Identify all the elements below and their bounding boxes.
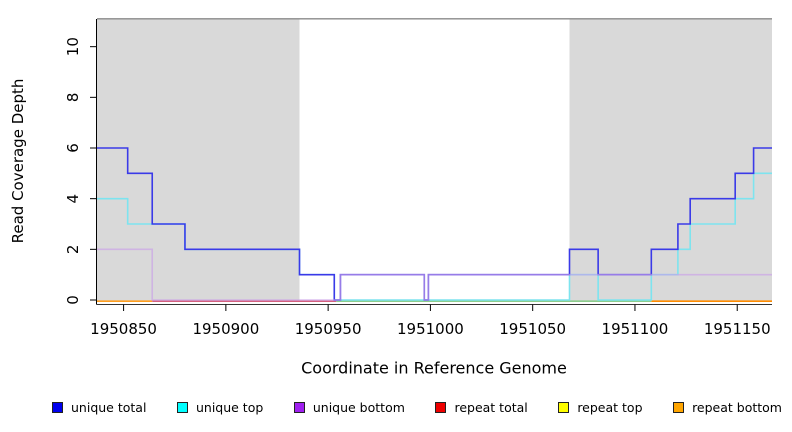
- legend-swatch-repeat-top: [558, 401, 570, 413]
- y-tick-label: 4: [64, 194, 82, 204]
- legend-swatch-repeat-total: [435, 401, 447, 413]
- y-tick-label: 8: [64, 93, 82, 103]
- shaded-repeat-region: [569, 19, 772, 301]
- legend-swatch-repeat-bottom: [673, 401, 685, 413]
- x-tick-label: 1951000: [397, 320, 464, 338]
- step-line-unique-bottom: [97, 248, 772, 301]
- legend-item-unique-bottom: unique bottom: [293, 399, 405, 415]
- legend-swatch-unique-top: [176, 401, 188, 413]
- legend-item-unique-total: unique total: [52, 400, 146, 415]
- legend-label: repeat total: [454, 399, 528, 415]
- legend-label: repeat bottom: [692, 399, 782, 415]
- legend-swatch-unique-bottom: [293, 401, 305, 413]
- y-tick-label: 2: [64, 245, 82, 255]
- legend-item-repeat-top: repeat top: [558, 399, 643, 415]
- y-tick-label: 6: [64, 143, 82, 153]
- legend-item-repeat-total: repeat total: [435, 399, 528, 415]
- coverage-plot: 1950850 1950900 1950950 1951000 1951050 19511…: [64, 18, 772, 338]
- legend-label: unique top: [195, 399, 264, 415]
- x-tick-label: 1951050: [499, 320, 566, 338]
- legend-label: unique total: [71, 399, 147, 415]
- y-tick-label: 0: [64, 295, 82, 305]
- y-axis-title: Read Coverage Depth: [9, 78, 27, 244]
- x-tick-label: 1950950: [295, 320, 362, 338]
- legend-label: repeat top: [577, 399, 643, 415]
- legend-item-repeat-bottom: repeat bottom: [673, 400, 782, 415]
- x-axis-title: Coordinate in Reference Genome: [301, 358, 567, 378]
- y-tick-label: 10: [64, 37, 82, 56]
- x-tick-label: 1951100: [602, 320, 669, 338]
- shaded-repeat-region: [97, 19, 300, 301]
- x-tick-label: 1950900: [192, 320, 259, 338]
- legend: unique total unique top unique bottom repea…: [52, 398, 782, 416]
- x-tick-label: 1950850: [90, 320, 157, 338]
- legend-swatch-unique-total: [52, 401, 63, 413]
- legend-item-unique-top: unique top: [176, 399, 264, 415]
- legend-label: unique bottom: [312, 399, 405, 415]
- x-tick-label: 1951150: [704, 320, 771, 338]
